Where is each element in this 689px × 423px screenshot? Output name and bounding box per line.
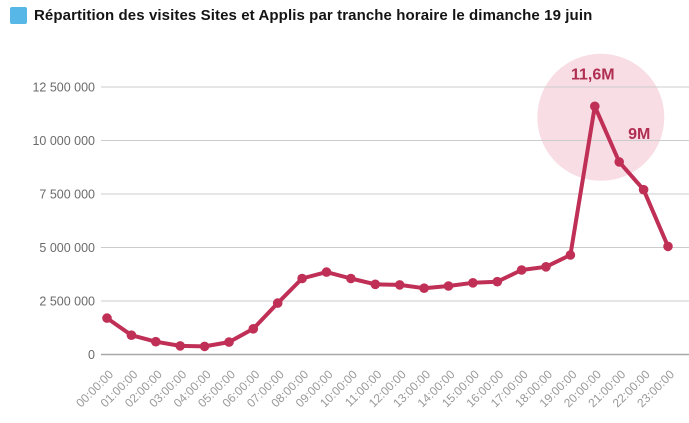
y-tick-label: 5 000 000 [39,241,95,255]
data-point [224,337,234,347]
chart-title: Répartition des visites Sites et Applis … [34,7,593,24]
data-point [492,276,503,287]
data-point [394,280,405,290]
data-point [297,273,307,284]
data-point [199,341,210,352]
data-point [102,313,112,323]
data-point [321,267,332,277]
data-point [419,283,429,294]
data-point [272,298,283,308]
y-tick-label: 2 500 000 [39,295,95,309]
data-point [346,273,356,284]
data-point [516,265,527,275]
data-point [248,324,259,334]
data-point [541,262,551,272]
y-tick-label: 12 500 000 [32,81,95,95]
annotation-label: 9M [628,126,650,143]
data-point [468,278,478,288]
data-point [565,250,576,260]
data-point [443,281,454,291]
legend-square-icon [10,7,27,24]
data-point [126,330,137,341]
y-tick-label: 7 500 000 [39,188,95,202]
data-point [614,157,624,167]
data-point [151,336,161,347]
data-point [175,341,185,351]
data-point [590,101,600,112]
data-point [370,279,381,290]
annotation-label: 11,6M [571,66,615,83]
data-point [638,184,649,195]
y-tick-label: 0 [88,348,95,362]
y-tick-label: 10 000 000 [32,134,95,148]
chart-title-bar: Répartition des visites Sites et Applis … [10,7,592,24]
data-point [663,241,673,252]
